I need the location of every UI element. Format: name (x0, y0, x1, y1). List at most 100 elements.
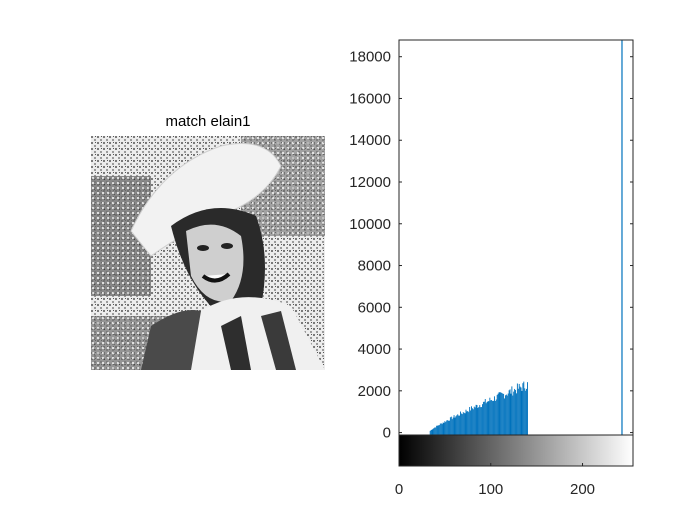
histogram-bar (482, 404, 483, 435)
image-title: match elain1 (165, 113, 251, 130)
y-tick-label: 16000 (349, 90, 391, 107)
histogram-bar (508, 390, 510, 435)
histogram-bar (465, 409, 467, 435)
y-tick-label: 8000 (358, 258, 391, 275)
histogram-bar (431, 429, 433, 435)
histogram-bar (480, 407, 482, 435)
histogram-bar (483, 401, 485, 435)
histogram-bar (456, 415, 458, 435)
x-tick-label: 100 (478, 481, 503, 498)
histogram-bar (526, 388, 528, 435)
histogram-bar (504, 398, 505, 435)
histogram-bar (525, 390, 527, 435)
histogram-bar (513, 391, 515, 435)
histogram-bar (497, 393, 499, 435)
histogram-bar (520, 387, 522, 435)
histogram-bar (509, 389, 511, 435)
histogram-bar (429, 430, 431, 435)
histogram-bar (432, 428, 434, 435)
histogram-bar (474, 407, 476, 435)
histogram-bar (507, 393, 509, 435)
histogram-bar (472, 409, 474, 435)
histogram-bar (437, 425, 438, 435)
histogram-bar (490, 400, 492, 435)
y-tick-label: 2000 (358, 383, 391, 400)
histogram-bar (486, 401, 488, 435)
histogram-bar (500, 392, 502, 435)
histogram-bars (429, 381, 528, 435)
histogram-bar (444, 421, 446, 435)
histogram-bar (512, 395, 514, 435)
histogram-bar (450, 416, 452, 435)
histogram-bar (467, 411, 469, 435)
histogram-bar (493, 396, 495, 435)
portrait-image-icon (91, 136, 325, 370)
histogram-bar (475, 404, 477, 435)
histogram-bar (477, 407, 479, 435)
histogram-bar (471, 406, 472, 435)
y-tick-label: 4000 (358, 341, 391, 358)
histogram-bar (481, 407, 483, 435)
histogram-bar (460, 413, 462, 435)
histogram-bar (501, 392, 503, 435)
histogram-bar (519, 386, 521, 435)
histogram-bar (446, 420, 448, 435)
y-tick-label: 18000 (349, 49, 391, 66)
histogram-bar (447, 420, 449, 435)
y-tick-label: 0 (383, 425, 391, 442)
histogram-bar (458, 415, 460, 435)
histogram-bar (464, 413, 466, 435)
histogram-bar (492, 401, 494, 435)
histogram-bar (489, 397, 491, 435)
histogram-bar (493, 400, 494, 435)
histogram-bar (485, 403, 487, 435)
y-tick-label: 10000 (349, 216, 391, 233)
histogram-bar (522, 383, 524, 435)
histogram-bar (514, 388, 516, 435)
histogram-bar (441, 424, 443, 435)
histogram-bar (482, 401, 484, 435)
histogram-bar (506, 395, 508, 435)
histogram-bar (438, 425, 440, 435)
grayscale-colorbar (398, 434, 634, 467)
histogram-bar (527, 382, 528, 435)
histogram-bar (498, 392, 500, 435)
histogram-bar (491, 400, 493, 435)
portrait-image (91, 136, 325, 370)
histogram-bar (511, 386, 513, 435)
histogram-bar (510, 393, 512, 435)
histogram-bar (473, 406, 475, 435)
axes-box (398, 39, 634, 467)
histogram-bar (430, 430, 432, 435)
y-tick-label: 6000 (358, 299, 391, 316)
histogram-bar (457, 414, 459, 435)
histogram-bar (463, 412, 465, 435)
histogram-bar (521, 390, 523, 435)
histogram-bar (469, 407, 471, 435)
histogram-bar (440, 423, 442, 435)
histogram-bar (451, 419, 453, 435)
histogram-bar (448, 420, 450, 435)
histogram-bar (479, 405, 481, 435)
histogram-bar (442, 422, 444, 435)
histogram-bar (449, 420, 450, 435)
histogram-bar (471, 408, 473, 435)
y-tick-label: 12000 (349, 174, 391, 191)
histogram-bar (494, 401, 496, 435)
histogram-bar (484, 399, 486, 435)
histogram-bar (433, 428, 435, 435)
histogram-bar (504, 395, 506, 435)
histogram-bar (487, 401, 489, 435)
histogram-bar (476, 405, 478, 435)
histogram-bar (468, 412, 470, 435)
x-tick-label: 200 (570, 481, 595, 498)
histogram-bar (478, 407, 480, 435)
histogram-bar (505, 394, 507, 435)
histogram-bar (503, 393, 505, 435)
histogram-bar (470, 410, 472, 435)
histogram-bar (461, 414, 463, 435)
histogram-bar (436, 425, 438, 435)
histogram-bar (496, 394, 498, 435)
histogram-bar (449, 417, 451, 435)
histogram-bar (453, 415, 455, 435)
